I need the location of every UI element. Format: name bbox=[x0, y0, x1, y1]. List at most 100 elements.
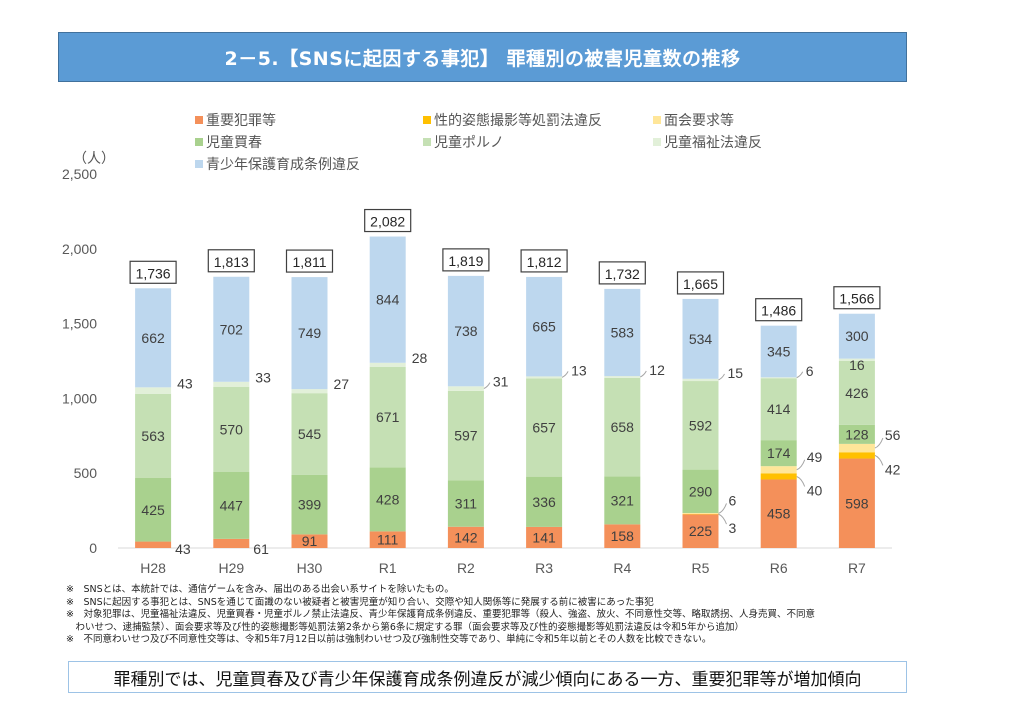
legend-item-sexual-image-law: 性的姿態撮影等処罰法違反 bbox=[423, 110, 602, 130]
legend-swatch bbox=[195, 160, 203, 168]
total-label-box bbox=[364, 208, 412, 233]
data-label: 534 bbox=[689, 331, 713, 347]
leader-line bbox=[796, 371, 804, 379]
bar-segment bbox=[447, 390, 484, 481]
legend-label: 性的姿態撮影等処罰法違反 bbox=[434, 113, 602, 129]
leader-line bbox=[718, 373, 725, 381]
data-label: 290 bbox=[689, 483, 713, 499]
data-label: 56 bbox=[885, 427, 901, 443]
legend-swatch bbox=[423, 116, 431, 124]
x-tick-label: H30 bbox=[297, 560, 323, 576]
footnote: ※ SNSとは、本統計では、通信ゲームを含み、届出のある出会い系サイトを除いたも… bbox=[66, 584, 454, 595]
x-tick-label: R2 bbox=[457, 560, 475, 576]
y-tick-label: 2,000 bbox=[62, 241, 97, 257]
data-label: 345 bbox=[767, 344, 791, 360]
legend-label: 児童福祉法違反 bbox=[664, 135, 762, 151]
total-label: 1,812 bbox=[527, 254, 562, 270]
y-tick-label: 1,500 bbox=[62, 316, 97, 332]
leader-line bbox=[796, 476, 806, 487]
data-label: 321 bbox=[611, 492, 635, 508]
total-label-box bbox=[520, 249, 568, 273]
conclusion-box: 罪種別では、児童買春及び青少年保護育成条例違反が減少傾向にある一方、重要犯罪等が… bbox=[68, 661, 907, 693]
y-axis-unit: （人） bbox=[73, 151, 115, 167]
data-label: 174 bbox=[767, 445, 791, 461]
data-label: 43 bbox=[177, 376, 193, 392]
bar-segment bbox=[526, 376, 563, 379]
data-label: 658 bbox=[611, 419, 635, 435]
data-label: 428 bbox=[376, 491, 400, 507]
bar-segment bbox=[213, 472, 250, 539]
data-label: 128 bbox=[845, 426, 869, 442]
data-label: 662 bbox=[141, 330, 165, 346]
y-tick-label: 0 bbox=[89, 540, 97, 556]
data-label: 671 bbox=[376, 409, 400, 425]
total-label: 1,566 bbox=[839, 291, 874, 307]
bar-segment bbox=[369, 236, 406, 363]
leader-line bbox=[640, 370, 647, 378]
legend-item-child-pornography: 児童ポルノ bbox=[423, 132, 504, 152]
bar-segment bbox=[526, 378, 563, 477]
bar-segment bbox=[604, 476, 641, 525]
page-title: 2－5.【SNSに起因する事犯】 罪種別の被害児童数の推移 bbox=[224, 47, 741, 70]
bar-segment bbox=[604, 377, 641, 477]
bar-segment bbox=[838, 452, 875, 459]
data-label: 399 bbox=[298, 497, 322, 513]
legend-swatch bbox=[653, 138, 661, 146]
bar-segment bbox=[526, 276, 563, 377]
legend-swatch bbox=[195, 138, 203, 146]
data-label: 300 bbox=[845, 328, 869, 344]
total-label: 1,486 bbox=[761, 303, 796, 319]
bar-segment bbox=[213, 538, 250, 548]
data-label: 597 bbox=[454, 428, 478, 444]
bar-segment bbox=[838, 313, 875, 359]
y-tick-label: 1,000 bbox=[62, 390, 97, 406]
data-label: 702 bbox=[220, 321, 244, 337]
data-label: 40 bbox=[807, 482, 823, 498]
total-label: 1,736 bbox=[136, 265, 171, 281]
bar-segment bbox=[604, 376, 641, 378]
footnote: ※ 不同意わいせつ及び不同意性交等は、令和5年7月12日以前は強制わいせつ及び強… bbox=[66, 634, 712, 645]
bar-segment bbox=[213, 276, 250, 382]
bar-segment bbox=[135, 477, 172, 542]
data-label: 31 bbox=[493, 374, 509, 390]
data-label: 49 bbox=[807, 449, 823, 465]
leader-line bbox=[796, 459, 806, 471]
bar-segment bbox=[369, 366, 406, 468]
bar-segment bbox=[838, 358, 875, 361]
leader-line bbox=[718, 503, 727, 514]
data-label: 657 bbox=[532, 419, 556, 435]
leader-line bbox=[483, 382, 491, 390]
bar-segment bbox=[604, 288, 641, 377]
data-label: 12 bbox=[649, 362, 665, 378]
data-label: 225 bbox=[689, 523, 713, 539]
bar-segment bbox=[369, 467, 406, 532]
legend-item-child-prostitution: 児童買春 bbox=[195, 132, 262, 152]
leader-line bbox=[561, 371, 569, 378]
y-tick-label: 500 bbox=[74, 465, 98, 481]
data-label: 563 bbox=[141, 428, 165, 444]
legend-item-meeting-request: 面会要求等 bbox=[653, 110, 734, 130]
data-label: 458 bbox=[767, 506, 791, 522]
bar-segment bbox=[682, 298, 719, 379]
bar-segment bbox=[838, 458, 875, 548]
bar-segment bbox=[369, 362, 406, 367]
bar-segment bbox=[447, 275, 484, 387]
bar-segment bbox=[447, 386, 484, 391]
bar-segment bbox=[760, 377, 797, 379]
data-label: 13 bbox=[571, 362, 587, 378]
data-label: 425 bbox=[141, 502, 165, 518]
legend-item-serious-crimes: 重要犯罪等 bbox=[195, 110, 276, 130]
legend-label: 児童買春 bbox=[206, 135, 262, 151]
bar-segment bbox=[604, 524, 641, 548]
data-label: 27 bbox=[334, 376, 350, 392]
bar-segment bbox=[760, 479, 797, 548]
total-label-box bbox=[755, 298, 803, 322]
data-label: 738 bbox=[454, 323, 478, 339]
data-label: 33 bbox=[255, 369, 271, 385]
footnotes: ※ SNSとは、本統計では、通信ゲームを含み、届出のある出会い系サイトを除いたも… bbox=[66, 584, 815, 647]
bar-segment bbox=[291, 534, 328, 548]
data-label: 844 bbox=[376, 292, 400, 308]
bar-segment bbox=[291, 277, 328, 390]
legend-label: 面会要求等 bbox=[664, 113, 734, 129]
bar-segment bbox=[447, 526, 484, 548]
